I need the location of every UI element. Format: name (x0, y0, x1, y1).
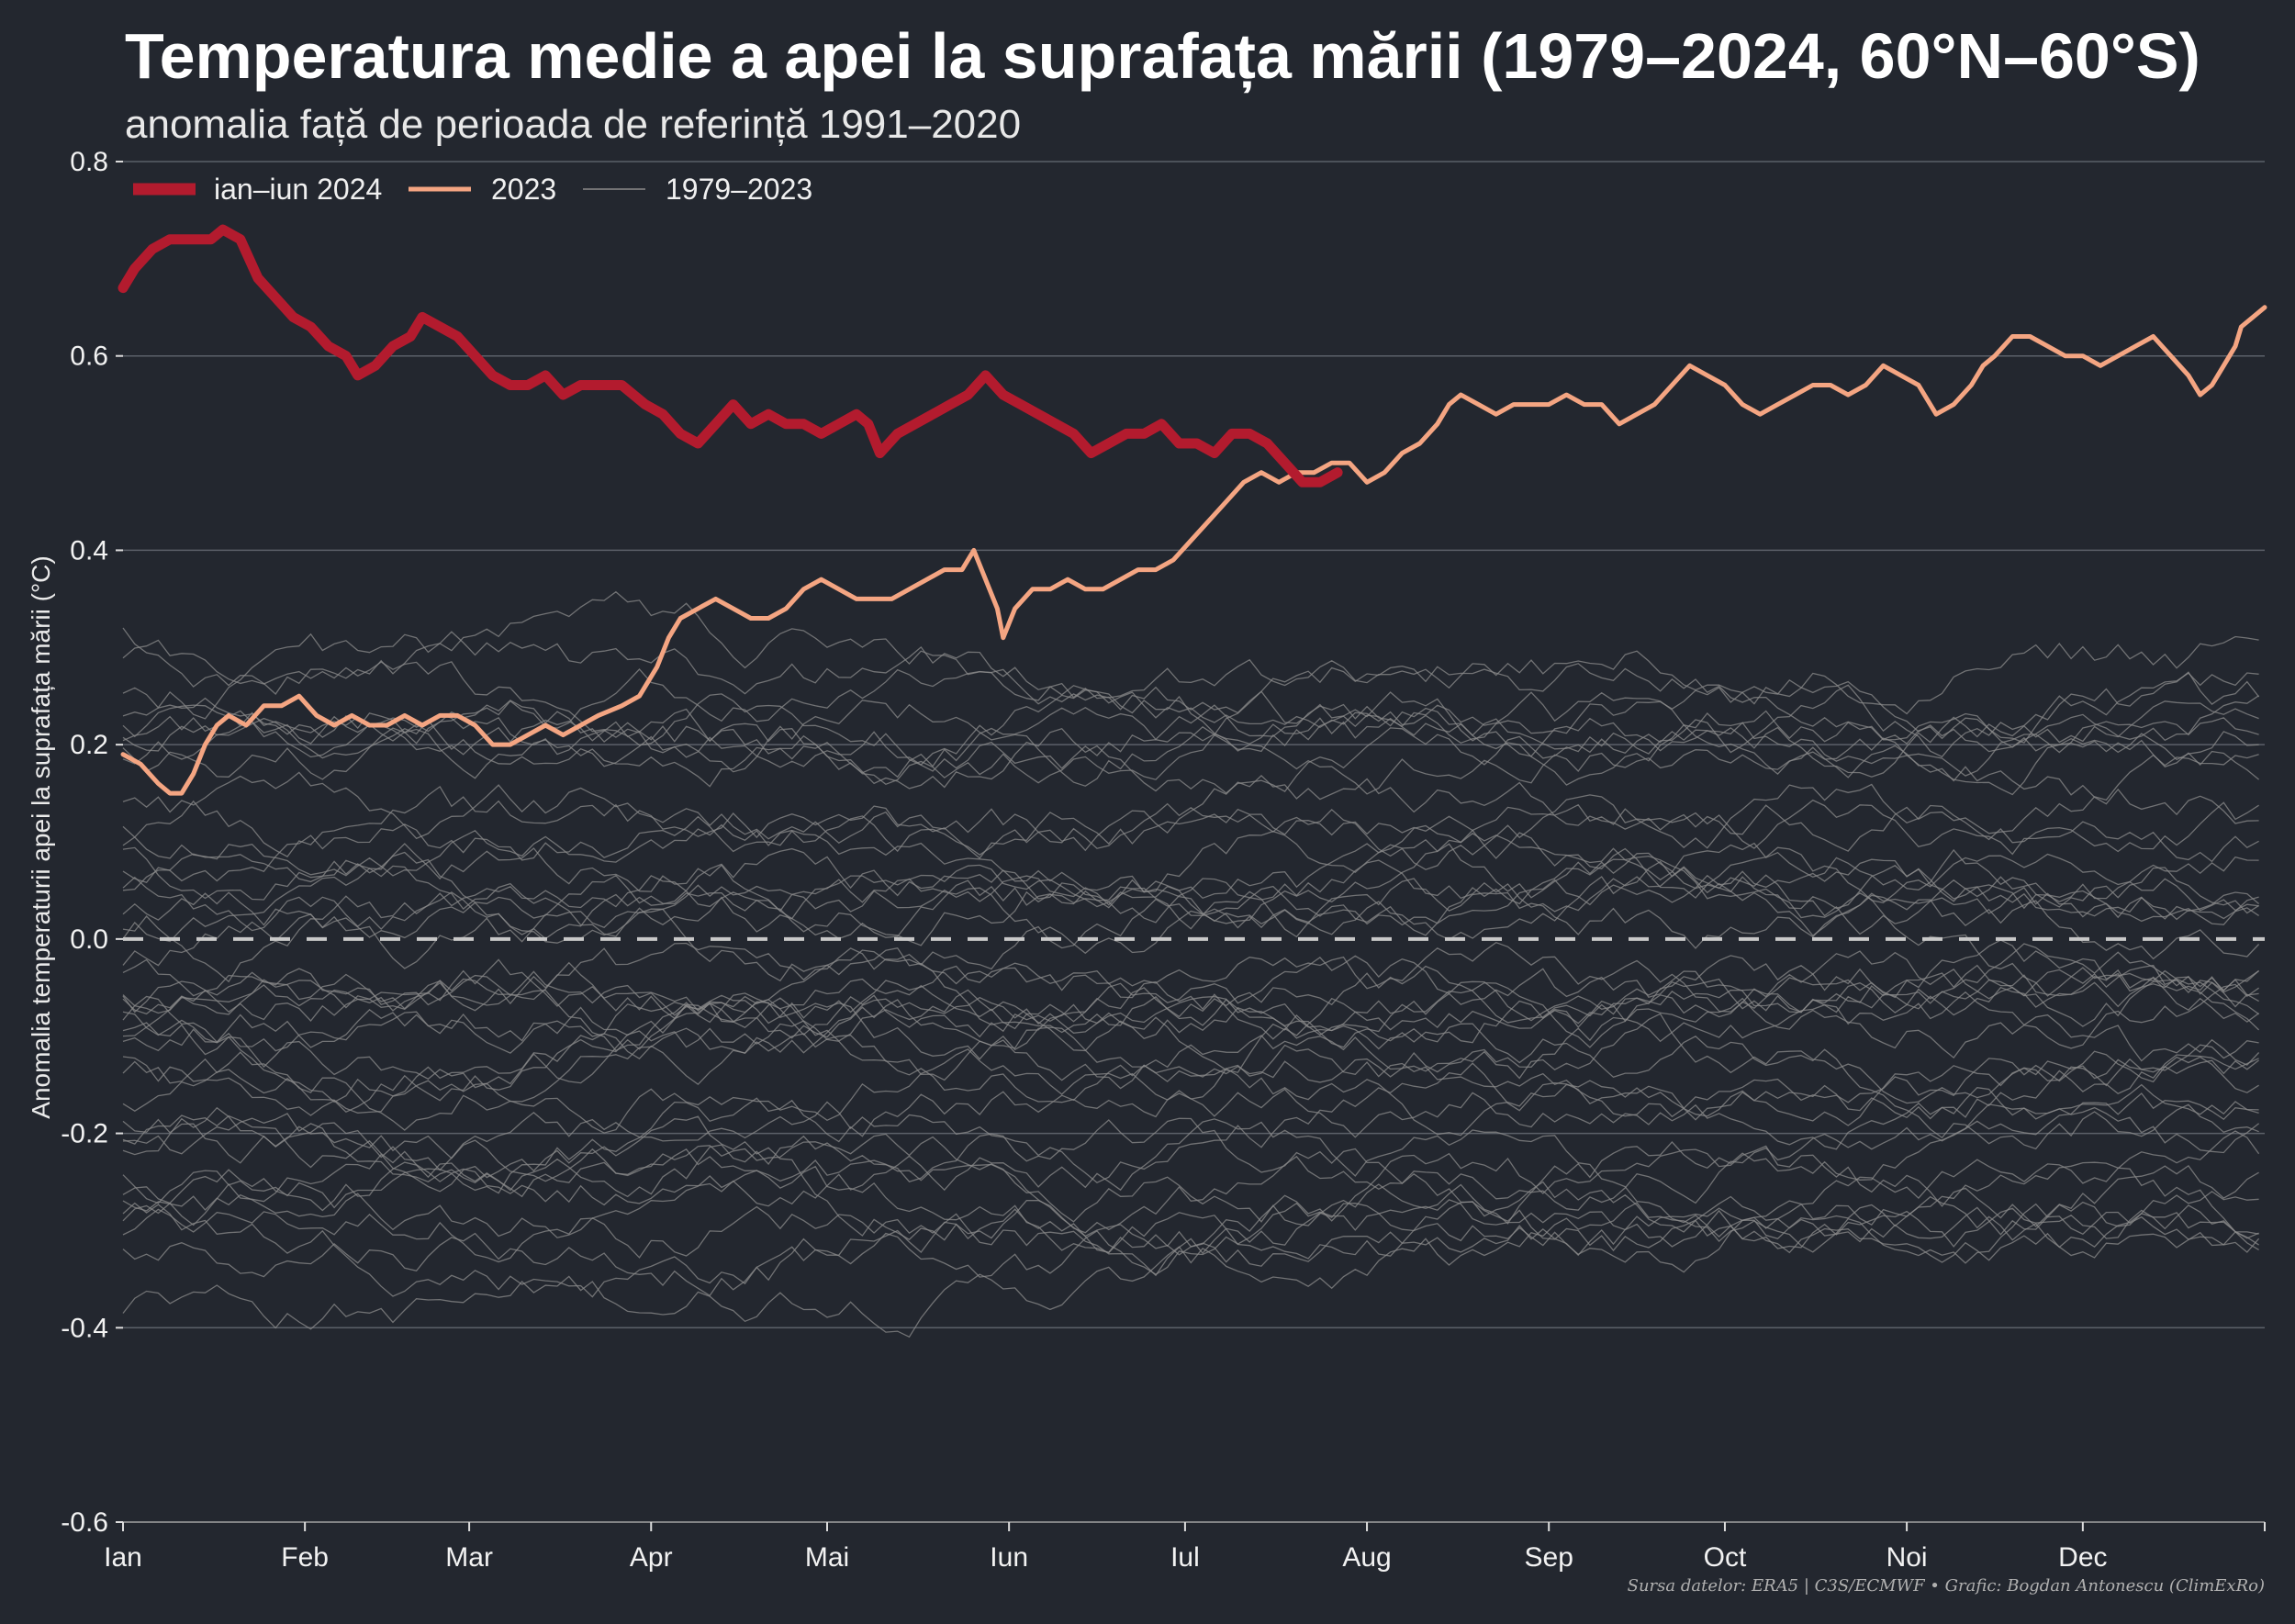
source-caption: Sursa datelor: ERA5 | C3S/ECMWF • Grafic… (1628, 1576, 2265, 1596)
historical-series-line (122, 590, 2259, 715)
historical-series-line (122, 691, 2260, 788)
x-tick-label: Iul (1170, 1542, 1200, 1573)
historical-series-line (122, 991, 2260, 1103)
x-tick-label: Mai (805, 1542, 849, 1573)
legend: ian–iun 2024 2023 1979–2023 (133, 173, 812, 206)
historical-series-line (122, 824, 2259, 946)
historical-series-line (122, 970, 2259, 1052)
x-tick-label: Feb (281, 1542, 329, 1573)
chart-title: Temperatura medie a apei la suprafața mă… (125, 20, 2200, 93)
y-tick-label: -0.2 (61, 1119, 108, 1149)
historical-series-line (122, 847, 2260, 960)
historical-series-line (122, 823, 2259, 912)
historical-series-line (122, 1050, 2259, 1183)
historical-series-line (122, 1092, 2259, 1212)
y-axis-label: Anomalia temperaturii apei la suprafața … (27, 555, 55, 1118)
historical-series-line (122, 689, 2259, 796)
x-tick-label: Ian (104, 1542, 142, 1573)
historical-series-line (122, 700, 2259, 786)
gridlines (123, 161, 2265, 1523)
series-line-2024 (118, 224, 1343, 487)
y-tick-label: -0.6 (61, 1507, 108, 1538)
historical-series-line (122, 941, 2260, 1027)
chart-subtitle: anomalia față de perioada de referință 1… (125, 102, 1021, 147)
axes: -0.6 -0.4 -0.2 0.0 0.2 0.4 0.6 0.8 Ian Feb Mar Apr M… (61, 147, 2266, 1573)
historical-series-line (122, 1130, 2260, 1277)
historical-series-line (122, 1118, 2259, 1238)
y-tick-label: 0.4 (70, 535, 108, 566)
historical-series-line (122, 1103, 2260, 1226)
historical-series-line (122, 1020, 2259, 1150)
x-tick-label: Mar (445, 1542, 493, 1573)
x-tick-label: Oct (1704, 1542, 1747, 1573)
x-tick-label: Dec (2058, 1542, 2107, 1573)
historical-series-line (122, 794, 2259, 884)
historical-series-line (122, 943, 2259, 1049)
y-tick-label: -0.4 (61, 1313, 108, 1343)
historical-series-line (122, 1040, 2259, 1194)
historical-series-line (122, 1115, 2259, 1252)
historical-series-line (122, 995, 2259, 1150)
historical-series-line (122, 663, 2259, 744)
y-tick-label: 0.2 (70, 730, 108, 760)
historical-series-line (122, 965, 2259, 1059)
historical-series-line (122, 1165, 2259, 1263)
historical-series-line (122, 1208, 2259, 1297)
highlighted-series (118, 224, 2267, 796)
legend-label-historical: 1979–2023 (666, 173, 812, 206)
x-tick-label: Noi (1886, 1542, 1928, 1573)
y-tick-label: 0.0 (70, 924, 108, 955)
y-tick-label: 0.8 (70, 147, 108, 177)
historical-series-line (122, 939, 2259, 1052)
historical-series-line (122, 671, 2260, 794)
historical-series-line (122, 855, 2259, 1015)
historical-series-line (122, 858, 2259, 955)
historical-series-line (122, 783, 2259, 859)
historical-series-line (122, 754, 2259, 852)
x-tick-label: Sep (1525, 1542, 1573, 1573)
x-tick-label: Iun (990, 1542, 1028, 1573)
x-tick-label: Apr (630, 1542, 673, 1573)
historical-series-line (122, 690, 2259, 787)
historical-series-line (122, 833, 2259, 924)
y-tick-label: 0.6 (70, 342, 108, 372)
historical-series-lines (122, 590, 2260, 1338)
historical-series-line (122, 1195, 2259, 1298)
historical-series-line (122, 1202, 2260, 1338)
historical-series-line (122, 1001, 2259, 1116)
historical-series-line (122, 946, 2259, 1073)
historical-series-line (122, 859, 2259, 983)
historical-series-line (122, 631, 2259, 753)
legend-label-2024: ian–iun 2024 (214, 173, 382, 206)
x-tick-label: Aug (1342, 1542, 1391, 1573)
series-line-2023 (120, 305, 2267, 796)
historical-series-line (122, 865, 2260, 943)
legend-label-2023: 2023 (491, 173, 556, 206)
historical-series-line (122, 1113, 2259, 1256)
historical-series-line (122, 955, 2260, 1038)
